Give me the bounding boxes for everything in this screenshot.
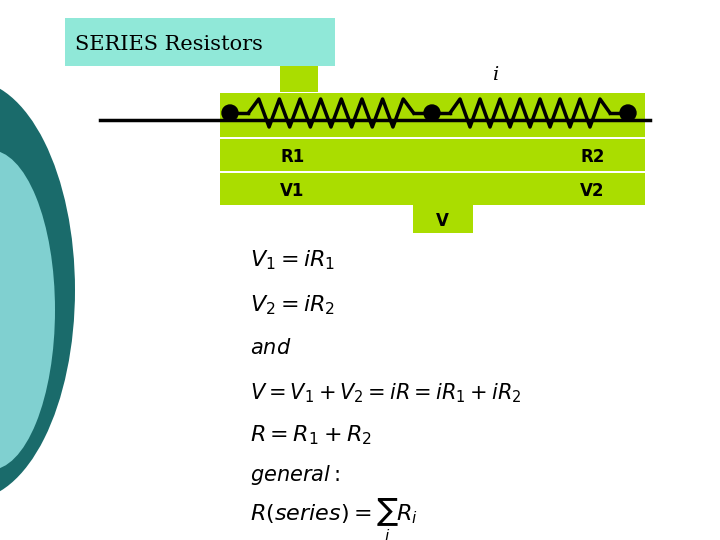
FancyBboxPatch shape [280,66,318,92]
Ellipse shape [0,80,75,500]
Text: R1: R1 [280,148,305,166]
Circle shape [620,105,636,121]
FancyBboxPatch shape [220,93,645,137]
FancyBboxPatch shape [220,173,645,205]
Text: V: V [436,212,449,230]
Ellipse shape [0,150,55,470]
FancyBboxPatch shape [413,205,472,233]
Text: $general :$: $general :$ [250,463,340,487]
Circle shape [424,105,440,121]
Circle shape [222,105,238,121]
Text: $R = R_1 + R_2$: $R = R_1 + R_2$ [250,423,372,447]
Text: SERIES Resistors: SERIES Resistors [75,35,263,53]
FancyBboxPatch shape [65,18,335,66]
Text: i: i [492,66,498,84]
Text: R2: R2 [580,148,604,166]
Text: $V_2 = iR_2$: $V_2 = iR_2$ [250,293,335,317]
Text: V2: V2 [580,182,605,200]
Text: V1: V1 [280,182,305,200]
Text: $R(series) = \sum_i R_i$: $R(series) = \sum_i R_i$ [250,496,418,540]
Text: $V_1 = iR_1$: $V_1 = iR_1$ [250,248,335,272]
Text: $V = V_1 + V_2 = iR = iR_1 + iR_2$: $V = V_1 + V_2 = iR = iR_1 + iR_2$ [250,381,521,405]
FancyBboxPatch shape [220,139,645,171]
Text: $and$: $and$ [250,338,292,358]
